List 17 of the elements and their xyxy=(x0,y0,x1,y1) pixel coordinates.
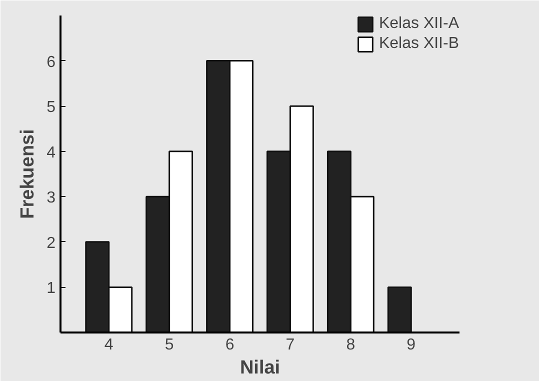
legend-label: Kelas XII-B xyxy=(378,35,459,53)
x-tick-label: 7 xyxy=(286,336,295,354)
legend-label: Kelas XII-A xyxy=(378,15,459,33)
y-tick-label: 6 xyxy=(46,54,56,71)
y-tick-label: 3 xyxy=(46,190,56,207)
x-tick-label: 9 xyxy=(406,336,416,354)
y-tick-label: 2 xyxy=(46,234,56,252)
x-tick-label: 4 xyxy=(104,336,114,354)
x-tick-label: 6 xyxy=(225,336,234,354)
y-tick-label: 1 xyxy=(46,280,56,298)
x-axis-title: Nilai xyxy=(240,358,280,378)
y-tick-label: 5 xyxy=(46,99,56,116)
x-tick-label: 5 xyxy=(164,336,174,354)
bar xyxy=(387,286,412,332)
y-axis-title: Frekuensi xyxy=(18,129,39,219)
x-tick-label: 8 xyxy=(346,336,356,354)
y-tick-label: 4 xyxy=(46,144,56,162)
